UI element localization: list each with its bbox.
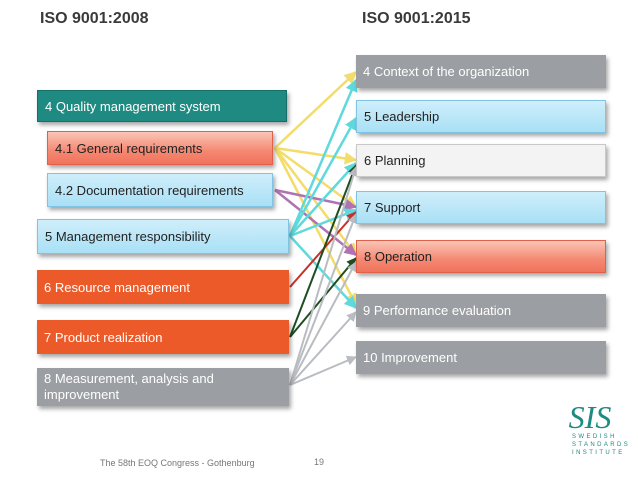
right-item-label: 7 Support: [364, 200, 421, 215]
left-item-quality-management-system: 4 Quality management system: [37, 90, 287, 122]
arrow-41-to-8: [274, 147, 357, 256]
arrow-8-to-9: [289, 311, 357, 386]
right-item-support: 7 Support: [356, 191, 606, 224]
right-item-context-of-organization: 4 Context of the organization: [356, 55, 606, 88]
left-item-label: 5 Management responsibility: [45, 229, 211, 244]
arrow-8-to-7: [289, 213, 358, 386]
logo-text-institute: INSTITUTE: [572, 450, 625, 456]
left-item-general-requirements: 4.1 General requirements: [47, 131, 273, 165]
header-iso-2015: ISO 9001:2015: [362, 10, 471, 27]
footer-text: The 58th EOQ Congress - Gothenburg: [100, 458, 255, 468]
left-item-resource-management: 6 Resource management: [37, 270, 289, 304]
right-item-label: 4 Context of the organization: [363, 64, 530, 79]
page-number: 19: [314, 457, 325, 467]
left-item-label: 8 Measurement, analysis and improvement: [44, 371, 214, 402]
arrow-42-to-7: [274, 188, 358, 211]
arrow-41-to-6: [274, 146, 358, 165]
right-item-performance-evaluation: 9 Performance evaluation: [356, 294, 606, 327]
right-item-label: 10 Improvement: [363, 350, 457, 365]
right-item-improvement: 10 Improvement: [356, 341, 606, 374]
header-iso-2008: ISO 9001:2008: [40, 10, 149, 27]
left-item-measurement-analysis-improvement: 8 Measurement, analysis and improvement: [37, 368, 289, 406]
left-item-label: 4.2 Documentation requirements: [55, 182, 244, 198]
arrow-8-to-8: [289, 261, 357, 386]
arrow-8-to-6: [289, 166, 359, 386]
left-item-documentation-requirements: 4.2 Documentation requirements: [47, 173, 273, 207]
right-item-planning: 6 Planning: [356, 144, 606, 177]
arrow-5-to-7: [289, 208, 358, 238]
right-item-leadership: 5 Leadership: [356, 100, 606, 133]
right-item-label: 8 Operation: [364, 249, 432, 264]
arrow-5-to-9: [289, 235, 357, 309]
logo-text-swedish: SWEDISH: [572, 434, 617, 440]
arrow-5-to-4: [288, 78, 358, 237]
left-item-label: 4 Quality management system: [45, 98, 221, 114]
logo-text-standards: STANDARDS: [572, 442, 631, 448]
svg-text:SIS: SIS: [569, 399, 612, 434]
right-item-label: 9 Performance evaluation: [363, 303, 512, 318]
arrow-5-to-6: [289, 162, 357, 237]
left-item-product-realization: 7 Product realization: [37, 320, 289, 354]
arrow-42-to-8: [274, 189, 357, 256]
left-item-label: 6 Resource management: [44, 279, 190, 295]
left-item-label: 4.1 General requirements: [55, 140, 203, 156]
sis-logo-icon: SIS: [569, 399, 612, 434]
right-item-label: 5 Leadership: [364, 109, 440, 124]
left-item-label: 7 Product realization: [44, 329, 163, 345]
left-item-management-responsibility: 5 Management responsibility: [37, 219, 289, 254]
arrow-5-to-5: [288, 116, 358, 237]
right-item-operation: 8 Operation: [356, 240, 606, 273]
arrow-7-to-6: [289, 164, 358, 338]
arrow-41-to-4: [274, 71, 357, 149]
right-item-label: 6 Planning: [364, 153, 426, 168]
arrow-8-to-10: [289, 355, 357, 386]
